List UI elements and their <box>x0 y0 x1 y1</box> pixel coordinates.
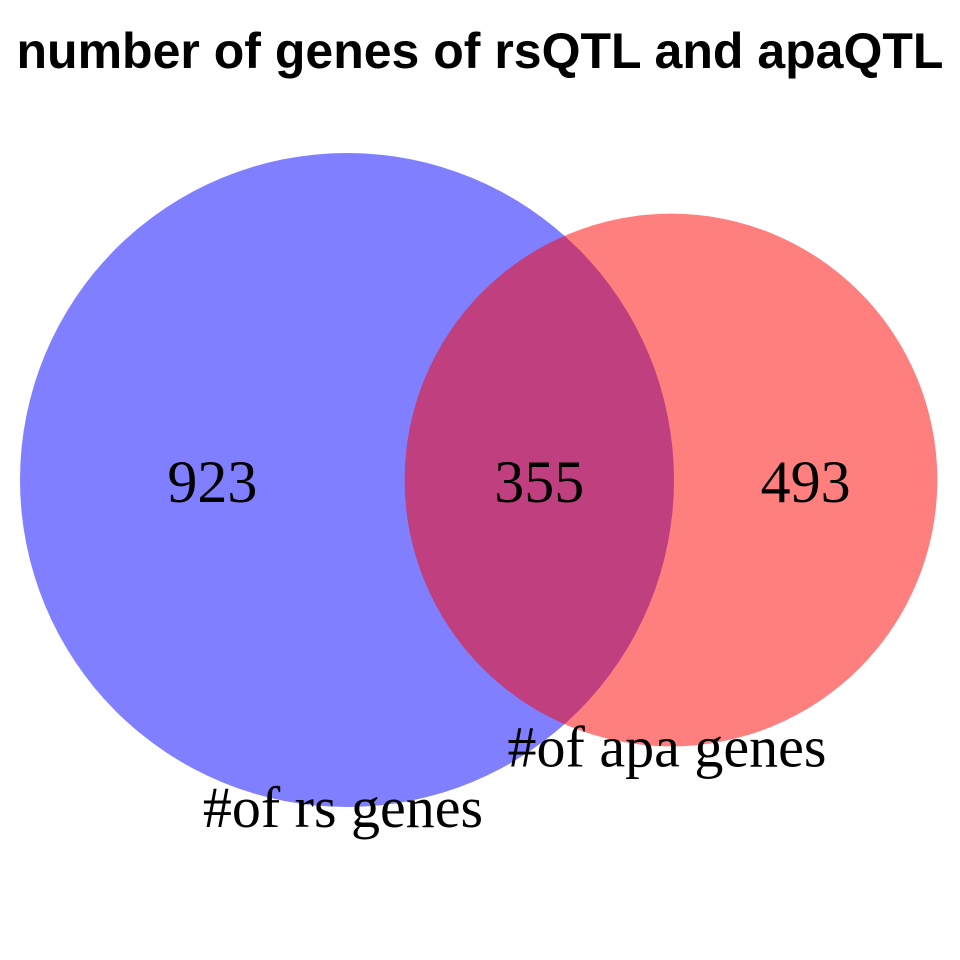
set-label: #of rs genes <box>203 775 483 840</box>
region-count: 923 <box>167 449 257 515</box>
set-label: #of apa genes <box>508 714 827 779</box>
region-count: 493 <box>761 449 851 515</box>
region-count: 355 <box>494 449 584 515</box>
set-circle <box>404 213 938 747</box>
chart-title: number of genes of rsQTL and apaQTL <box>17 23 944 79</box>
